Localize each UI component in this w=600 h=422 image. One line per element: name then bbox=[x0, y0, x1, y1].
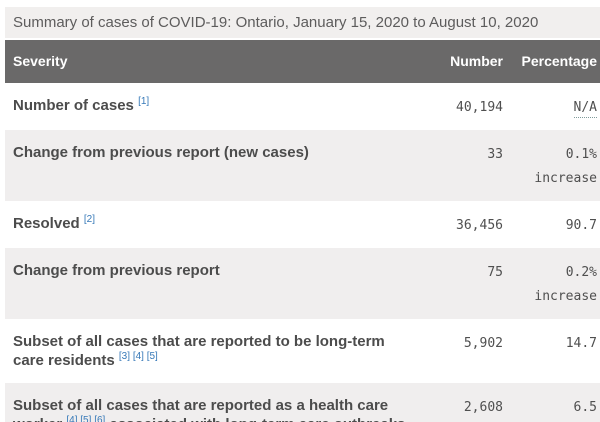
footnote-link[interactable]: [4] bbox=[132, 351, 144, 362]
number-cell: 36,456 bbox=[456, 218, 503, 233]
table-row: Number of cases [1] 40,194 N/A bbox=[5, 83, 600, 130]
severity-cell: Number of cases [1] bbox=[5, 83, 425, 130]
footnote-links: [2] bbox=[84, 214, 95, 225]
percentage-value: 0.2% bbox=[565, 265, 597, 280]
table-header-row: Severity Number Percentage bbox=[5, 40, 600, 83]
number-cell: 40,194 bbox=[456, 100, 503, 115]
severity-cell: Resolved [2] bbox=[5, 201, 425, 248]
footnote-link[interactable]: [5] bbox=[80, 415, 92, 422]
percentage-value: increase bbox=[534, 289, 597, 304]
footnote-link[interactable]: [1] bbox=[138, 96, 150, 107]
table-row: Resolved [2] 36,456 90.7 bbox=[5, 201, 600, 248]
severity-cell: Change from previous report bbox=[5, 248, 425, 319]
number-cell: 33 bbox=[487, 147, 503, 162]
percentage-value: 14.7 bbox=[565, 336, 597, 351]
percentage-cell: 0.2% increase bbox=[503, 248, 600, 319]
severity-label: Subset of all cases that are reported as… bbox=[13, 397, 389, 422]
footnote-links: [4] [5] [6] bbox=[66, 415, 105, 422]
table-caption: Summary of cases of COVID-19: Ontario, J… bbox=[5, 7, 600, 38]
column-header-severity: Severity bbox=[5, 40, 425, 83]
severity-label-continued: associated with long-term care outbreaks bbox=[105, 416, 405, 422]
severity-cell: Subset of all cases that are reported as… bbox=[5, 383, 425, 422]
severity-label: Resolved bbox=[13, 215, 80, 232]
table-row: Change from previous report (new cases) 3… bbox=[5, 130, 600, 201]
footnote-link[interactable]: [4] bbox=[66, 415, 78, 422]
percentage-value: 90.7 bbox=[565, 218, 597, 233]
severity-label: Subset of all cases that are reported to… bbox=[13, 333, 385, 369]
severity-cell: Change from previous report (new cases) bbox=[5, 130, 425, 201]
percentage-value: increase bbox=[534, 171, 597, 186]
footnote-link[interactable]: [3] bbox=[118, 351, 131, 362]
severity-label: Change from previous report (new cases) bbox=[13, 144, 309, 161]
percentage-value: 0.1% bbox=[565, 147, 597, 162]
footnote-links: [1] bbox=[138, 96, 149, 107]
footnote-link[interactable]: [5] bbox=[146, 351, 158, 362]
severity-cell: Subset of all cases that are reported to… bbox=[5, 319, 425, 383]
percentage-cell: 90.7 bbox=[503, 201, 600, 248]
not-applicable-abbr[interactable]: N/A bbox=[573, 100, 597, 118]
percentage-cell: 0.1% increase bbox=[503, 130, 600, 201]
table-body: Number of cases [1] 40,194 N/A Change from … bbox=[5, 83, 600, 422]
percentage-cell: N/A bbox=[503, 83, 600, 130]
number-cell: 5,902 bbox=[463, 336, 503, 351]
table-row: Subset of all cases that are reported to… bbox=[5, 319, 600, 383]
footnote-link[interactable]: [2] bbox=[83, 214, 95, 225]
number-cell: 2,608 bbox=[463, 400, 503, 415]
footnote-link[interactable]: [6] bbox=[94, 415, 106, 422]
percentage-value: 6.5 bbox=[573, 400, 597, 415]
column-header-percentage: Percentage bbox=[503, 40, 600, 83]
column-header-number: Number bbox=[425, 40, 503, 83]
covid-summary-widget: Summary of cases of COVID-19: Ontario, J… bbox=[5, 7, 600, 422]
covid-summary-table: Severity Number Percentage Number of cas… bbox=[5, 40, 600, 422]
severity-label: Number of cases bbox=[13, 97, 134, 114]
severity-label: Change from previous report bbox=[13, 262, 220, 279]
table-row: Subset of all cases that are reported as… bbox=[5, 383, 600, 422]
percentage-cell: 6.5 bbox=[503, 383, 600, 422]
number-cell: 75 bbox=[487, 265, 503, 280]
footnote-links: [3] [4] [5] bbox=[119, 351, 158, 362]
percentage-cell: 14.7 bbox=[503, 319, 600, 383]
percentage-value: N/A bbox=[503, 98, 597, 118]
table-row: Change from previous report 75 0.2% increas… bbox=[5, 248, 600, 319]
